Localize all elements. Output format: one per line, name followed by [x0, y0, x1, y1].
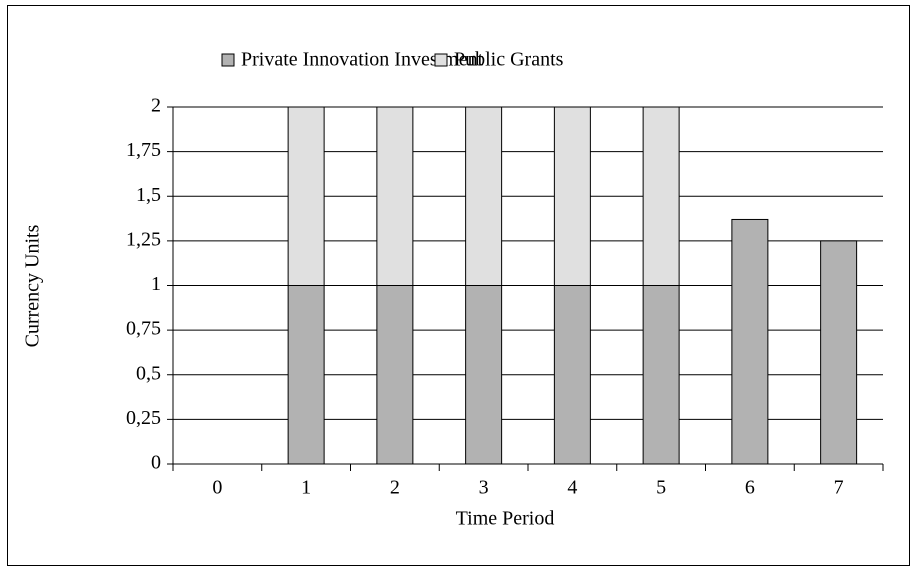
legend-swatch [434, 53, 448, 67]
bar [642, 106, 680, 286]
x-tick-label: 2 [390, 477, 400, 499]
y-tick-label: 0,75 [126, 318, 161, 340]
x-tick-label: 3 [479, 477, 489, 499]
x-tick-label: 1 [301, 477, 311, 499]
x-axis-label: Time Period [456, 508, 555, 530]
bar [376, 285, 414, 465]
bar [642, 285, 680, 465]
bar [553, 285, 591, 465]
bar [553, 106, 591, 286]
y-tick-label: 1,25 [126, 228, 161, 250]
bar [820, 240, 858, 465]
bar [731, 218, 769, 465]
x-tick-label: 5 [656, 477, 666, 499]
x-tick-label: 7 [834, 477, 844, 499]
y-tick-label: 0 [151, 452, 161, 474]
bar [465, 106, 503, 286]
y-axis-label: Currency Units [22, 224, 44, 347]
y-tick-label: 1 [151, 273, 161, 295]
y-tick-label: 0,5 [136, 362, 161, 384]
x-tick-label: 6 [745, 477, 755, 499]
y-tick-label: 2 [151, 95, 161, 117]
y-tick-label: 1,5 [136, 184, 161, 206]
legend-swatch [221, 53, 235, 67]
bar [287, 106, 325, 286]
x-tick-label: 0 [212, 477, 222, 499]
legend-label: Public Grants [454, 49, 564, 71]
y-tick-label: 0,25 [126, 407, 161, 429]
bar [287, 285, 325, 465]
y-tick-label: 1,75 [126, 139, 161, 161]
legend-label: Private Innovation Investment [241, 49, 484, 71]
bar [376, 106, 414, 286]
x-tick-label: 4 [567, 477, 577, 499]
bar [465, 285, 503, 465]
